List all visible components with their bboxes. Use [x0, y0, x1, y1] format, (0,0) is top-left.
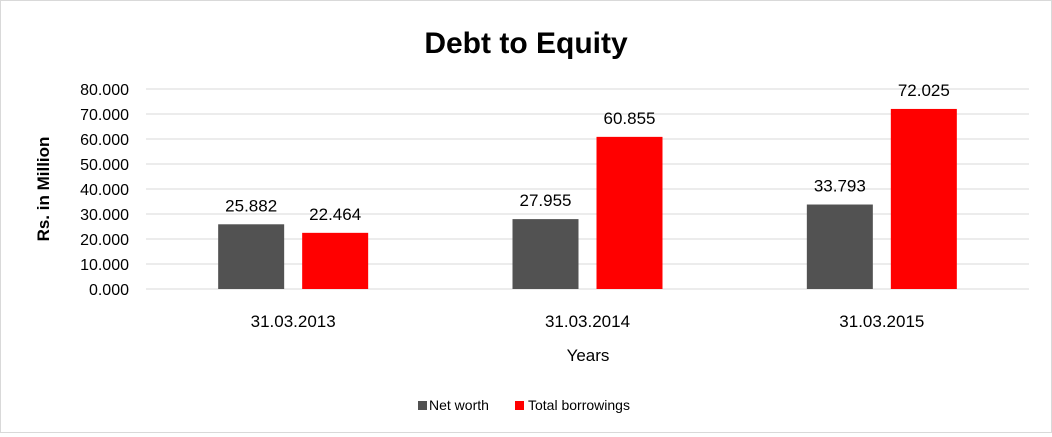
- bars: [218, 108, 957, 289]
- chart-title: Debt to Equity: [424, 27, 628, 60]
- y-tick-label: 50.000: [80, 157, 129, 174]
- bar-net-worth-2: [512, 219, 579, 289]
- x-axis-title: Years: [567, 346, 610, 365]
- legend-label-total-borrowings: Total borrowings: [528, 397, 630, 413]
- legend-label-net-worth: Net worth: [429, 397, 489, 413]
- x-tick-label: 31.03.2013: [251, 312, 336, 331]
- bar-total-borrowings-3: [890, 108, 957, 289]
- data-label: 72.025: [898, 81, 950, 100]
- y-tick-labels: 0.000 10.000 20.000 30.000 40.000 50.000 60.00…: [80, 82, 129, 299]
- legend-swatch-net-worth: [418, 401, 427, 410]
- y-tick-label: 80.000: [80, 82, 129, 99]
- y-tick-label: 70.000: [80, 107, 129, 124]
- gridlines: [146, 88, 1029, 290]
- bar-net-worth-1: [218, 224, 285, 289]
- bar-total-borrowings-1: [302, 232, 369, 289]
- bar-total-borrowings-2: [596, 136, 663, 289]
- y-tick-label: 20.000: [80, 232, 129, 249]
- bar-net-worth-3: [806, 204, 873, 289]
- y-axis-title: Rs. in Million: [34, 137, 53, 242]
- x-tick-labels: 31.03.2013 31.03.2014 31.03.2015: [251, 312, 925, 331]
- y-tick-label: 10.000: [80, 257, 129, 274]
- data-labels: 25.882 22.464 27.955 60.855 33.793 72.025: [225, 81, 950, 224]
- x-tick-label: 31.03.2014: [545, 312, 630, 331]
- y-tick-label: 30.000: [80, 207, 129, 224]
- y-tick-label: 0.000: [89, 282, 129, 299]
- data-label: 27.955: [520, 191, 572, 210]
- y-tick-label: 60.000: [80, 132, 129, 149]
- y-tick-label: 40.000: [80, 182, 129, 199]
- data-label: 60.855: [604, 109, 656, 128]
- legend: Net worth Total borrowings: [418, 397, 630, 413]
- x-tick-label: 31.03.2015: [839, 312, 924, 331]
- legend-swatch-total-borrowings: [515, 401, 524, 410]
- data-label: 33.793: [814, 177, 866, 196]
- data-label: 25.882: [225, 196, 277, 215]
- data-label: 22.464: [309, 205, 361, 224]
